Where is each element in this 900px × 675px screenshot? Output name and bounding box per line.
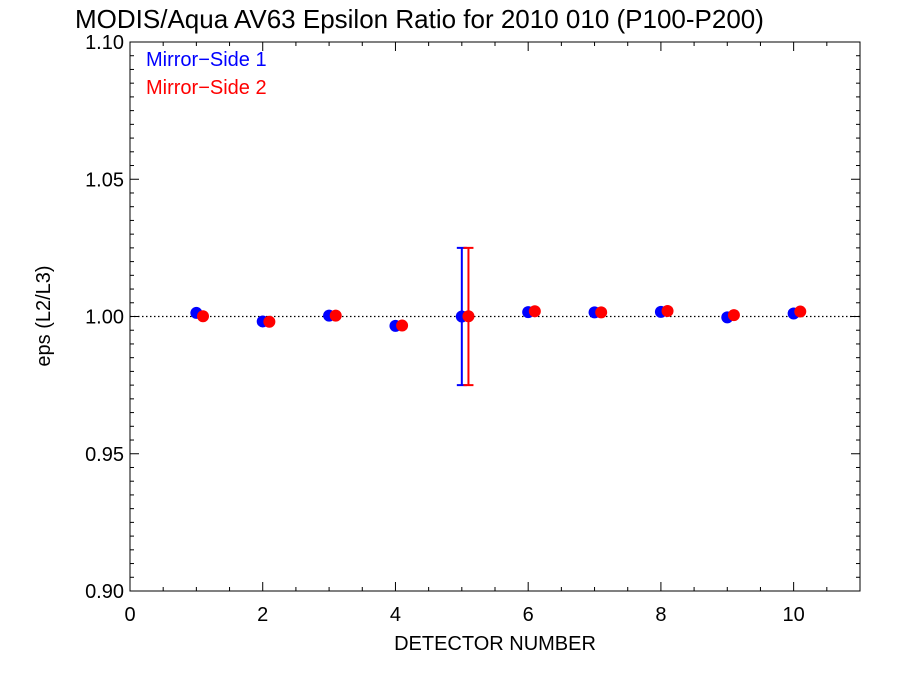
y-tick-label: 0.95: [85, 444, 124, 466]
x-axis-label: DETECTOR NUMBER: [394, 633, 596, 655]
y-tick-label: 0.90: [85, 581, 124, 603]
point-series-2-detector-6: [528, 305, 541, 318]
y-tick-labels: 0.90 0.95 1.00 1.05 1.10: [85, 32, 124, 603]
point-series-2-detector-2: [263, 315, 276, 328]
x-tick-label: 0: [124, 604, 135, 626]
point-series-2-detector-1: [197, 310, 209, 323]
y-tick-label: 1.05: [85, 169, 124, 191]
y-tick-label: 1.10: [85, 32, 124, 54]
legend-series-1: Mirror−Side 1: [146, 49, 267, 71]
point-series-2-detector-4: [396, 319, 409, 332]
point-series-2-detector-7: [595, 306, 608, 319]
x-tick-label: 10: [783, 604, 805, 626]
point-series-2-detector-9: [727, 309, 740, 322]
x-tick-label: 4: [390, 604, 401, 626]
chart-title: MODIS/Aqua AV63 Epsilon Ratio for 2010 0…: [75, 4, 764, 34]
x-tick-label: 8: [655, 604, 666, 626]
point-series-2-detector-5: [462, 310, 475, 323]
data-points: [190, 305, 807, 332]
x-tick-labels: 0 2 4 6 8 10: [124, 604, 804, 626]
point-series-2-detector-8: [661, 305, 674, 318]
point-series-2-detector-10: [794, 305, 807, 318]
legend-series-2: Mirror−Side 2: [146, 77, 267, 99]
y-axis-label: eps (L2/L3): [33, 265, 55, 366]
x-tick-label: 2: [257, 604, 268, 626]
y-tick-label: 1.00: [85, 307, 124, 329]
axis-ticks: [129, 41, 860, 592]
x-tick-label: 6: [523, 604, 534, 626]
point-series-2-detector-3: [329, 309, 342, 322]
